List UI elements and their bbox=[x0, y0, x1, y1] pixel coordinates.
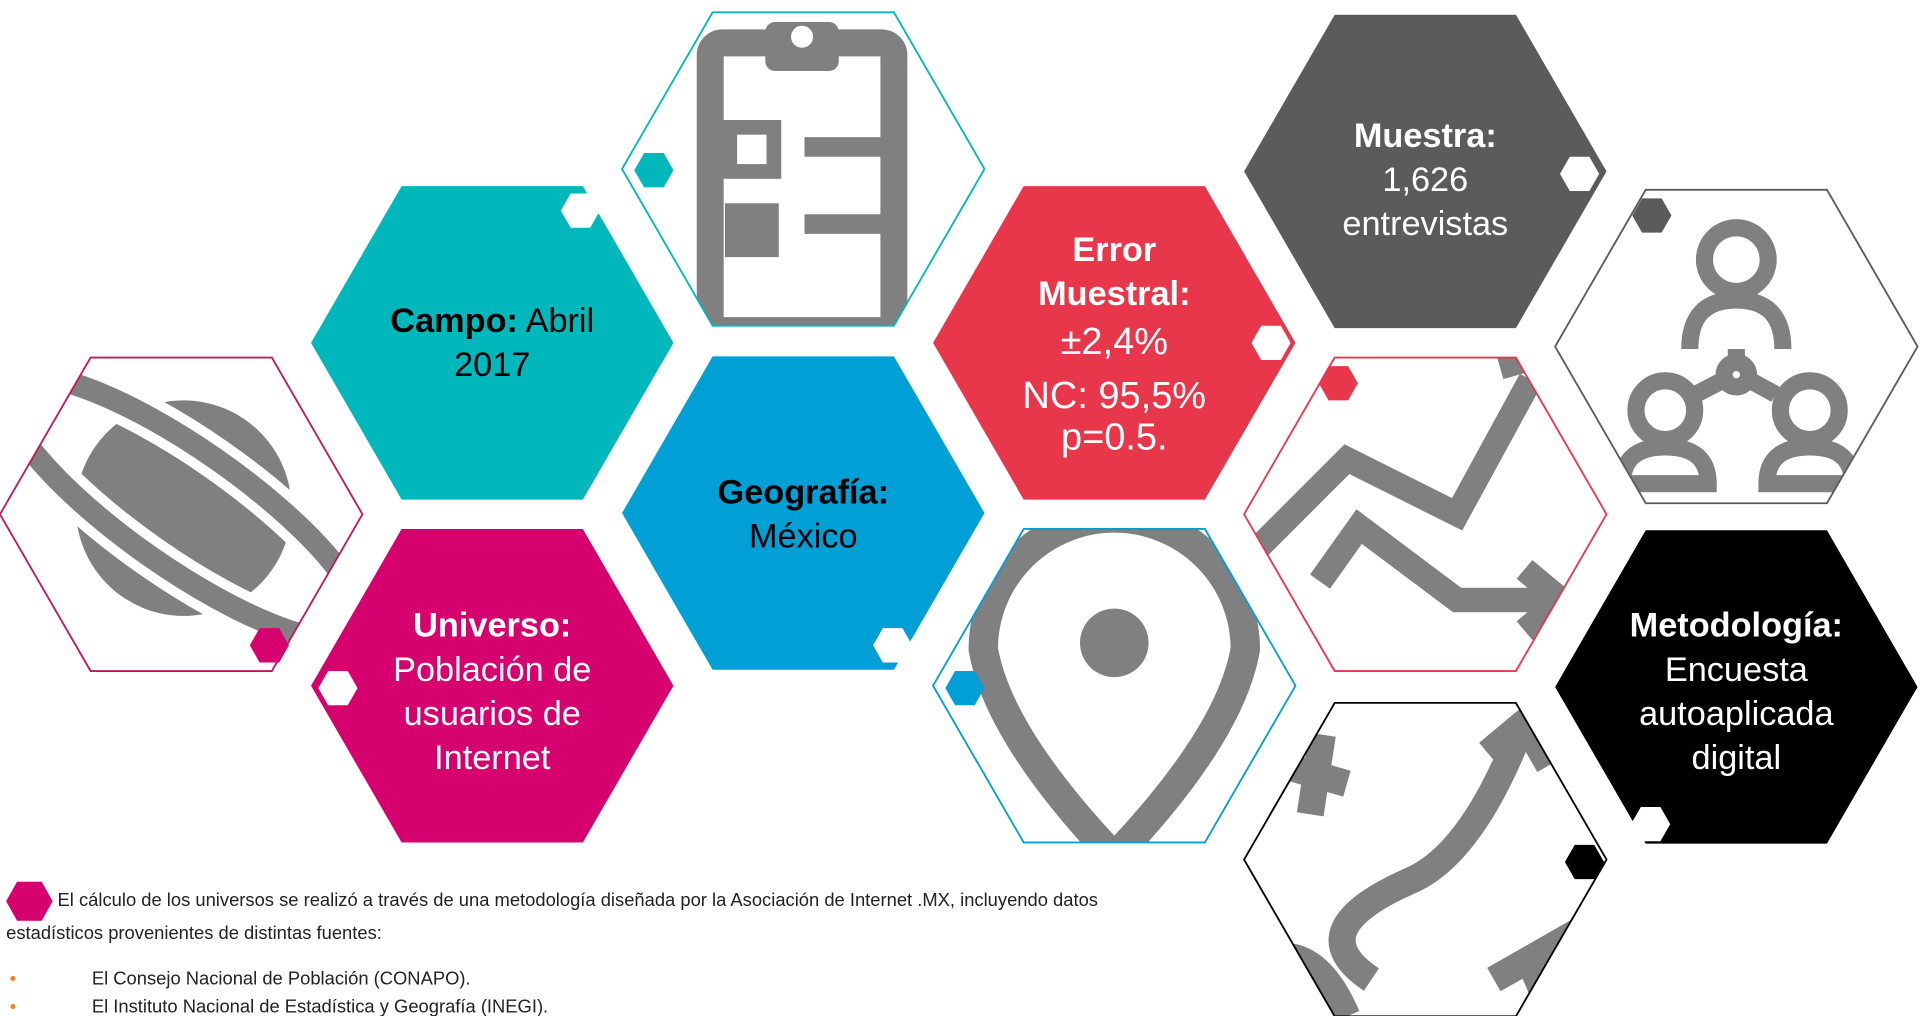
label: Campo: bbox=[390, 301, 518, 340]
mini-hexagon bbox=[249, 628, 289, 663]
value: ±2,4% bbox=[1060, 319, 1168, 363]
icon-part bbox=[804, 214, 885, 234]
source-item: • El Instituto Nacional de Estadística y … bbox=[9, 996, 549, 1016]
mini-hexagon bbox=[560, 193, 601, 228]
icon-part bbox=[804, 137, 885, 157]
icon-part bbox=[791, 25, 814, 48]
mini-hexagon bbox=[1318, 366, 1358, 401]
label: Metodología: bbox=[1629, 606, 1843, 645]
hexagon bbox=[620, 11, 986, 327]
icon-planet bbox=[0, 357, 363, 661]
label: Error Muestral: bbox=[1038, 230, 1191, 313]
hexagon bbox=[1554, 188, 1919, 505]
icon-chart bbox=[1246, 357, 1581, 641]
label: Muestra: bbox=[1353, 116, 1497, 155]
icon-part bbox=[722, 120, 782, 179]
hex-campo: Campo: Abril 2017 bbox=[360, 245, 624, 441]
hexagon bbox=[1555, 530, 1918, 844]
source-item: • El Consejo Nacional de Población (CONAP… bbox=[9, 968, 471, 990]
icon-part bbox=[1257, 732, 1351, 817]
icon-part bbox=[696, 29, 908, 326]
icon-part bbox=[1715, 353, 1758, 396]
hexagon bbox=[932, 528, 1297, 844]
icon-part bbox=[1758, 438, 1862, 493]
icon-part bbox=[1681, 291, 1792, 350]
hex-geografia: Geografía: México bbox=[671, 441, 935, 588]
mini-hexagon bbox=[634, 153, 674, 188]
value-extra: NC: 95,5% p=0.5. bbox=[1022, 373, 1207, 458]
mini-hexagon bbox=[1631, 806, 1671, 842]
value: 1,626 entrevistas bbox=[1342, 160, 1509, 243]
hex-error: Error Muestral: ±2,4% NC: 95,5% p=0.5. bbox=[994, 220, 1234, 465]
source-text: El Instituto Nacional de Estadística y G… bbox=[91, 996, 549, 1016]
hexagon bbox=[933, 186, 1296, 500]
note-text: El cálculo de los universos se realizó a… bbox=[6, 890, 1098, 945]
hexagon bbox=[1243, 356, 1608, 672]
icon-part bbox=[1328, 729, 1531, 991]
hexagon bbox=[311, 528, 674, 843]
icon-part bbox=[1246, 373, 1542, 560]
mini-hexagon bbox=[1632, 198, 1672, 233]
icon-part bbox=[1310, 509, 1556, 613]
icon-clipboard bbox=[696, 22, 908, 326]
source-list: • El Consejo Nacional de Población (CONAP… bbox=[10, 965, 548, 1016]
label: Geografía: bbox=[717, 472, 889, 511]
value: México bbox=[748, 516, 858, 555]
mini-hexagon bbox=[318, 671, 358, 706]
icon-part bbox=[724, 203, 779, 258]
icon-part bbox=[1487, 918, 1587, 998]
source-text: El Consejo Nacional de Población (CONAPO… bbox=[91, 968, 471, 990]
hex-muestra: Muestra: 1,626 entrevistas bbox=[1315, 100, 1535, 259]
icon-part bbox=[1613, 438, 1717, 493]
mini-hexagon bbox=[1560, 156, 1600, 192]
footnote: El cálculo de los universos se realizó a… bbox=[6, 881, 1182, 948]
hexagon bbox=[0, 356, 364, 672]
icon-part bbox=[1695, 219, 1777, 301]
mini-hexagon bbox=[945, 671, 985, 706]
icon-part bbox=[1744, 372, 1780, 402]
hexagon bbox=[311, 186, 674, 500]
icon-part bbox=[1244, 942, 1360, 1016]
mini-hexagon bbox=[1251, 325, 1291, 361]
label: Universo: bbox=[413, 606, 572, 645]
icon-part bbox=[1627, 372, 1704, 449]
hexagon bbox=[1244, 14, 1607, 329]
hexagon bbox=[1243, 701, 1608, 1016]
hexagon bbox=[622, 356, 985, 670]
note-hexagon bbox=[6, 881, 53, 921]
value: Población de usuarios de Internet bbox=[393, 650, 592, 777]
icon-part bbox=[1479, 702, 1561, 772]
icon-part bbox=[1080, 608, 1149, 678]
icon-part bbox=[1691, 371, 1729, 402]
icon-part bbox=[1771, 372, 1848, 449]
icon-pin bbox=[968, 528, 1261, 843]
hex-metodologia: Metodología: Encuesta autoaplicada digit… bbox=[1604, 588, 1868, 796]
icon-part bbox=[968, 528, 1261, 843]
hex-universo: Universo: Población de usuarios de Inter… bbox=[367, 576, 617, 809]
value: Abril 2017 bbox=[454, 301, 595, 384]
mini-hexagon bbox=[873, 628, 913, 663]
value: Encuesta autoaplicada digital bbox=[1639, 650, 1834, 777]
icon-people bbox=[1613, 219, 1862, 493]
mini-hexagon bbox=[1564, 844, 1605, 880]
